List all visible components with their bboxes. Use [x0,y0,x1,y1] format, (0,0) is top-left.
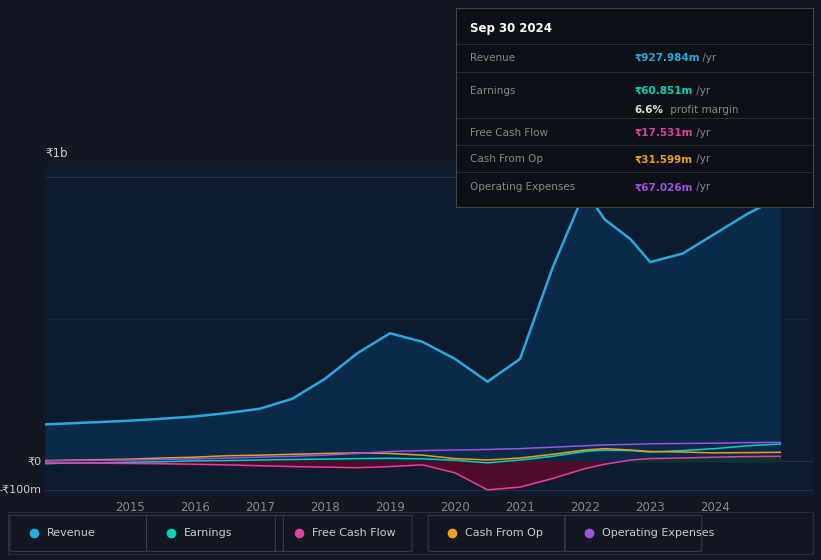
Text: Cash From Op: Cash From Op [470,155,543,165]
Text: Free Cash Flow: Free Cash Flow [312,529,396,538]
Text: Cash From Op: Cash From Op [466,529,543,538]
Text: Revenue: Revenue [47,529,95,538]
Text: Earnings: Earnings [184,529,232,538]
Text: /yr: /yr [693,86,710,96]
Text: Operating Expenses: Operating Expenses [602,529,714,538]
Text: ₹927.984m: ₹927.984m [635,53,699,63]
Text: -₹100m: -₹100m [0,485,41,495]
Text: /yr: /yr [693,183,710,192]
Text: profit margin: profit margin [667,105,739,115]
Text: ₹17.531m: ₹17.531m [635,128,693,138]
Text: /yr: /yr [693,128,710,138]
Text: ₹1b: ₹1b [45,147,67,160]
Text: Free Cash Flow: Free Cash Flow [470,128,548,138]
Text: Revenue: Revenue [470,53,515,63]
Text: Earnings: Earnings [470,86,516,96]
Text: /yr: /yr [693,155,710,165]
Text: ₹31.599m: ₹31.599m [635,155,692,165]
Text: ₹60.851m: ₹60.851m [635,86,693,96]
Text: ₹67.026m: ₹67.026m [635,183,693,192]
Text: Sep 30 2024: Sep 30 2024 [470,22,552,35]
Text: 6.6%: 6.6% [635,105,663,115]
Text: /yr: /yr [699,53,717,63]
Text: Operating Expenses: Operating Expenses [470,183,576,192]
Text: ₹0: ₹0 [27,456,41,466]
